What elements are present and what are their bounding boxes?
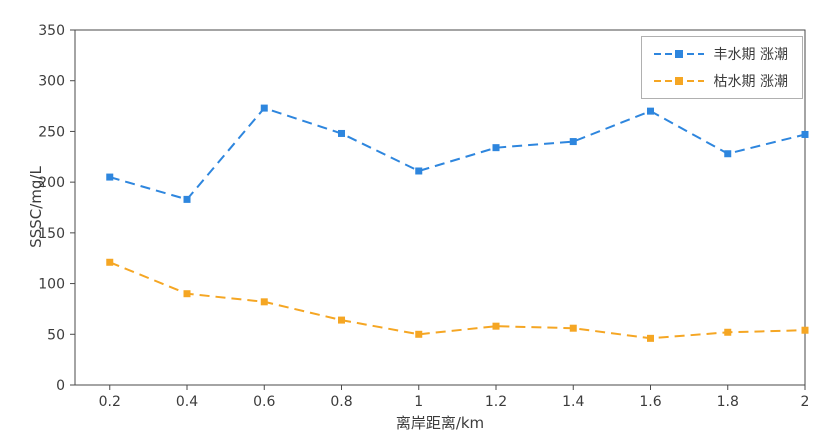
series-0-line [109, 106, 806, 201]
y-axis-ticks: 0 50 100 150 200 250 300 350 [38, 23, 75, 394]
series-0-marker [492, 144, 500, 152]
legend-entry-dry-season: 枯水期 涨潮 [652, 71, 788, 91]
series-1 [106, 258, 809, 342]
series-1-marker [801, 326, 809, 334]
series-0-marker [569, 138, 577, 146]
legend-label: 枯水期 涨潮 [713, 74, 788, 90]
series-1-marker [724, 328, 732, 336]
x-tick-label: 0.8 [330, 394, 352, 410]
x-axis-label: 离岸距离/km [395, 414, 485, 432]
y-tick-label: 0 [56, 378, 65, 394]
x-tick-label: 0.4 [176, 394, 198, 410]
x-tick-label: 1.8 [717, 394, 739, 410]
series-0-marker [338, 129, 346, 137]
legend-entry-wet-season: 丰水期 涨潮 [652, 44, 788, 64]
series-0-marker [260, 104, 268, 112]
y-tick-label: 150 [38, 226, 65, 242]
y-tick-label: 300 [38, 74, 65, 90]
y-tick-label: 250 [38, 124, 65, 140]
series-0-marker [724, 150, 732, 158]
legend-marker-sample [674, 77, 683, 85]
series-1-marker [415, 330, 423, 338]
series-0-marker [183, 195, 191, 203]
legend-sample-line [653, 50, 704, 58]
x-tick-label: 0.2 [99, 394, 121, 410]
x-tick-label: 1.6 [639, 394, 661, 410]
series-1-marker [183, 290, 191, 298]
y-axis-label: SSSC/mg/L [27, 166, 45, 248]
series-0-marker [647, 107, 655, 115]
series-1-marker [260, 298, 268, 306]
series-1-marker [647, 334, 655, 342]
x-tick-label: 1.4 [562, 394, 584, 410]
series-1-marker [569, 324, 577, 332]
series-1-line [109, 261, 806, 340]
y-tick-label: 200 [38, 175, 65, 191]
series-1-marker [338, 316, 346, 324]
x-tick-label: 0.6 [253, 394, 275, 410]
plot-border [74, 29, 806, 386]
y-tick-label: 350 [38, 23, 65, 39]
legend-sample-line [653, 77, 704, 85]
y-tick-label: 50 [47, 327, 65, 343]
series-1-marker [106, 258, 114, 266]
x-tick-label: 1 [414, 394, 423, 410]
y-tick-label: 100 [38, 277, 65, 293]
legend: 丰水期 涨潮 枯水期 涨潮 [640, 36, 803, 99]
x-axis-ticks: 0.2 0.4 0.6 0.8 1 1.2 1.4 1.6 1.8 2 [99, 385, 810, 410]
x-tick-label: 1.2 [485, 394, 507, 410]
legend-marker-sample [674, 50, 683, 58]
series-1-marker [492, 322, 500, 330]
series-0-marker [415, 167, 423, 175]
series-0-marker [106, 173, 114, 181]
series-0-marker [801, 130, 809, 138]
series-0 [106, 104, 809, 203]
x-tick-label: 2 [801, 394, 810, 410]
legend-label: 丰水期 涨潮 [713, 47, 788, 63]
